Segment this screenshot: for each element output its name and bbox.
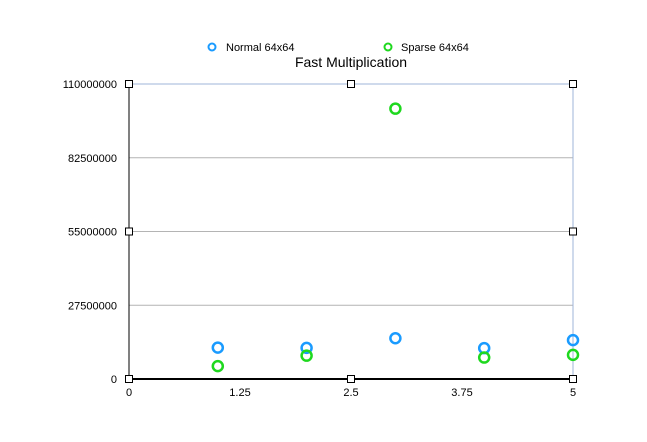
x-tick-label-0: 0: [126, 387, 132, 399]
legend-marker-normal: [207, 42, 217, 52]
data-point-s0-4: [566, 333, 580, 347]
x-tick-label-2: 2.5: [343, 387, 358, 399]
data-points: [211, 102, 580, 373]
data-point-s1-2: [389, 102, 402, 115]
data-point-s1-1: [300, 349, 313, 362]
legend-item-0: Normal 64x64: [207, 42, 294, 54]
legend-label-normal: Normal 64x64: [226, 42, 294, 54]
x-tick-label-3: 3.75: [451, 387, 472, 399]
chart-title: Fast Multiplication: [295, 54, 407, 70]
y-tick-label-2: 55000000: [68, 227, 117, 239]
frame-handle-6: [569, 227, 577, 236]
data-point-s0-2: [389, 331, 402, 345]
y-tick-label-1: 27500000: [68, 300, 117, 312]
data-point-s1-3: [477, 351, 491, 364]
plot-frame-handles: [125, 80, 577, 383]
legend-label-sparse: Sparse 64x64: [401, 42, 469, 54]
data-point-s1-4: [566, 348, 580, 362]
y-tick-label-4: 110000000: [63, 79, 117, 91]
data-point-s1-0: [211, 359, 225, 373]
legend: Normal 64x64 Sparse 64x64: [207, 42, 469, 54]
grid-lines: [129, 83, 574, 379]
x-tick-label-1: 1.25: [229, 387, 250, 399]
frame-handle-5: [569, 80, 577, 88]
y-tick-label-3: 82500000: [68, 153, 117, 165]
frame-handle-3: [347, 80, 355, 88]
legend-item-1: Sparse 64x64: [383, 42, 469, 54]
data-point-s0-1: [300, 341, 313, 355]
frame-handle-4: [347, 375, 355, 383]
frame-handle-2: [125, 375, 133, 383]
legend-marker-sparse: [383, 42, 393, 52]
frame-handle-7: [569, 375, 577, 383]
frame-handle-1: [125, 227, 133, 236]
frame-handle-0: [125, 80, 133, 88]
y-tick-label-0: 0: [111, 374, 117, 386]
data-point-s0-0: [211, 341, 225, 354]
x-tick-label-4: 5: [570, 387, 576, 399]
tick-labels: 0 27500000 55000000 82500000 110000000 0 1.25 2…: [63, 79, 576, 399]
